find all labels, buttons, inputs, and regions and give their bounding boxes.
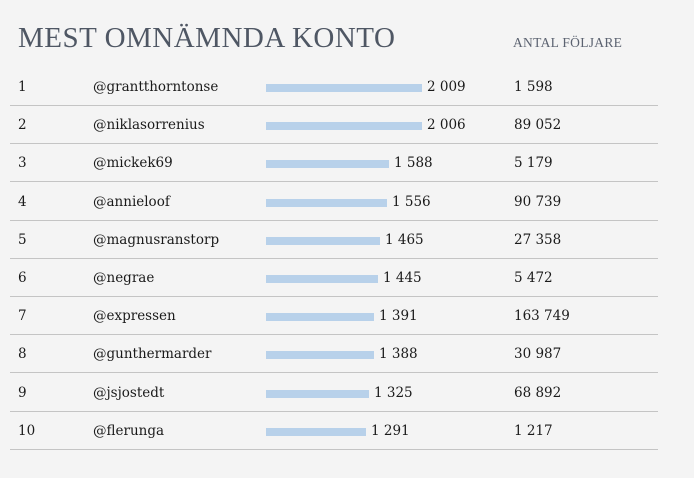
follower-count: 89 052 (514, 117, 562, 134)
rank-label: 9 (18, 384, 27, 401)
row-divider (10, 181, 658, 183)
mention-bar (266, 313, 374, 322)
follower-count: 30 987 (514, 346, 562, 363)
table-row: 7 @expressen 1 391 163 749 (0, 307, 694, 337)
rank-label: 8 (18, 346, 27, 363)
row-divider (10, 219, 658, 221)
table-row: 10 @flerunga 1 291 1 217 (0, 422, 694, 452)
rank-label: 7 (18, 308, 27, 325)
table-row: 9 @jsjostedt 1 325 68 892 (0, 384, 694, 414)
account-handle: @mickek69 (93, 155, 173, 172)
rank-label: 10 (18, 422, 36, 439)
follower-count: 90 739 (514, 193, 562, 210)
row-divider (10, 296, 658, 297)
rank-label: 5 (18, 231, 27, 248)
mention-bar (266, 122, 422, 131)
account-handle: @magnusranstorp (93, 231, 220, 248)
follower-count: 1 598 (514, 79, 553, 95)
account-handle: @jsjostedt (93, 384, 165, 401)
table-row: 4 @annieloof 1 556 90 739 (0, 193, 694, 223)
mention-count-label: 1 291 (371, 422, 410, 439)
rank-label: 3 (18, 155, 27, 172)
follower-count: 68 892 (514, 384, 562, 401)
mention-bar (266, 198, 387, 207)
mention-bar (266, 275, 378, 283)
mention-bar (266, 236, 380, 245)
row-divider (10, 334, 658, 336)
row-divider (10, 257, 658, 259)
rank-label: 4 (18, 193, 27, 210)
account-handle: @flerunga (93, 422, 165, 439)
follower-count: 5 472 (514, 270, 553, 286)
mention-count-label: 1 465 (385, 231, 424, 248)
mention-bar (266, 160, 389, 169)
mention-bar (266, 351, 374, 360)
table-row: 6 @negrae 1 445 5 472 (0, 269, 694, 299)
followers-column-header: ANTAL FÖLJARE (513, 35, 623, 50)
table-row: 3 @mickek69 1 588 5 179 (0, 154, 694, 184)
mention-bar (266, 389, 369, 398)
mention-bar (266, 84, 422, 92)
account-handle: @annieloof (93, 193, 170, 210)
row-divider (10, 372, 658, 374)
mention-count-label: 1 391 (379, 308, 418, 325)
follower-count: 163 749 (514, 308, 570, 325)
account-handle: @negrae (93, 270, 155, 286)
mention-count-label: 1 325 (374, 384, 413, 401)
table-row: 1 @grantthorntonse 2 009 1 598 (0, 78, 694, 108)
table-row: 5 @magnusranstorp 1 465 27 358 (0, 231, 694, 261)
mention-count-label: 2 009 (427, 79, 466, 95)
mention-count-label: 1 445 (383, 270, 422, 286)
row-divider (10, 448, 658, 450)
account-handle: @niklasorrenius (93, 117, 205, 134)
table-row: 2 @niklasorrenius 2 006 89 052 (0, 116, 694, 146)
rank-label: 1 (18, 79, 27, 95)
account-handle: @expressen (93, 308, 176, 325)
mention-count-label: 1 556 (392, 193, 431, 210)
mention-count-label: 2 006 (427, 117, 466, 134)
rank-label: 2 (18, 117, 27, 134)
rank-label: 6 (18, 270, 27, 286)
mention-count-label: 1 588 (394, 155, 433, 172)
mention-count-label: 1 388 (379, 346, 418, 363)
chart-title: MEST OMNÄMNDA KONTO (18, 22, 396, 54)
row-divider (10, 143, 658, 145)
account-handle: @grantthorntonse (93, 79, 219, 95)
follower-count: 27 358 (514, 231, 562, 248)
mention-bar (266, 427, 366, 436)
follower-count: 5 179 (514, 155, 553, 172)
row-divider (10, 105, 658, 106)
row-divider (10, 410, 658, 412)
follower-count: 1 217 (514, 422, 553, 439)
account-handle: @gunthermarder (93, 346, 212, 363)
table-row: 8 @gunthermarder 1 388 30 987 (0, 345, 694, 375)
